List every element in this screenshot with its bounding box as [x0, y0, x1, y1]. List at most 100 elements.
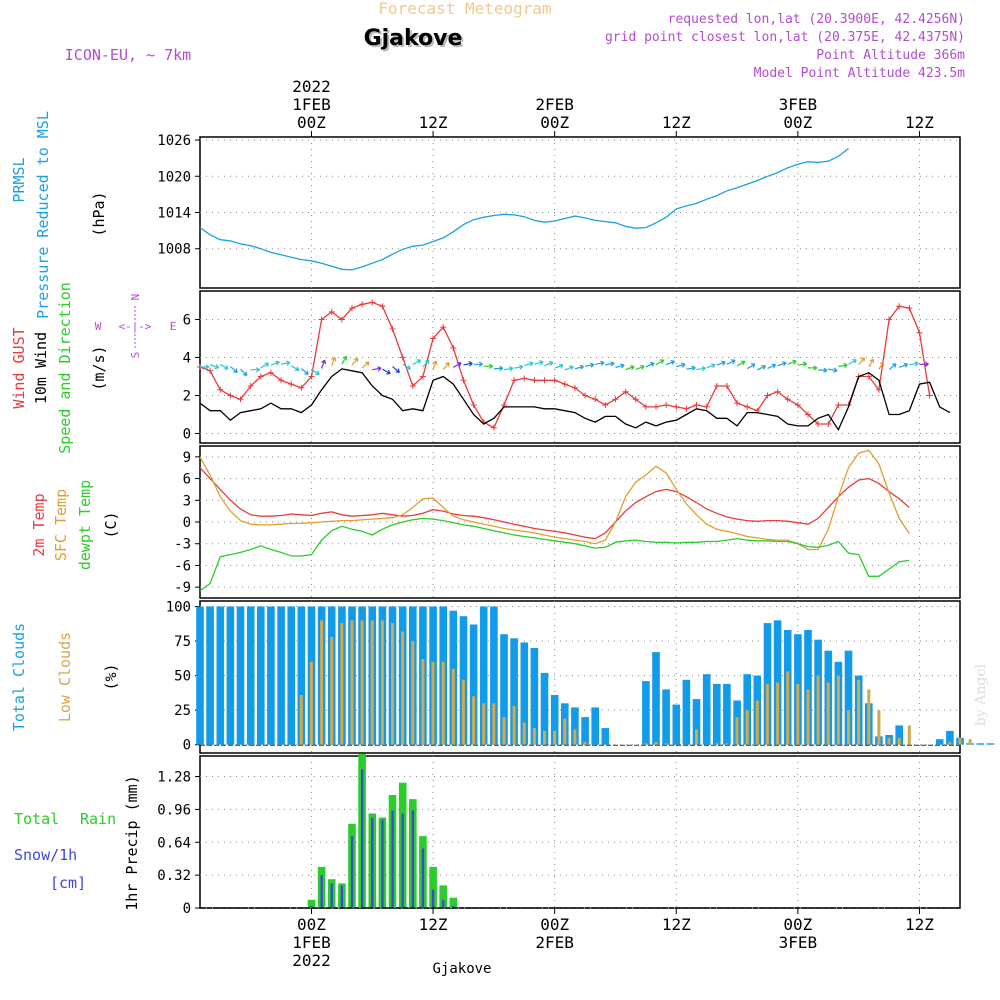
wind-direction-arrow [361, 361, 370, 369]
wind-direction-arrow [200, 364, 210, 370]
wind-direction-arrow [686, 365, 696, 371]
gust-marker [430, 335, 437, 342]
wind-direction-arrow [402, 363, 412, 370]
cloud-low-bar [563, 718, 567, 745]
gust-marker [794, 402, 801, 408]
temperature-ytick-label: 6 [183, 472, 191, 488]
cloud-low-bar [897, 737, 901, 745]
top-hour-label: 12Z [419, 113, 448, 132]
wind-direction-arrow [290, 365, 300, 372]
pressure-ytick-label: 1014 [157, 206, 191, 222]
wind-direction-arrow [797, 361, 808, 367]
gust-marker [764, 392, 771, 399]
precipitation-ytick-label: 0.96 [157, 802, 191, 818]
wind-direction-arrow [209, 364, 220, 370]
cloud-low-bar [948, 741, 952, 745]
gust-marker [592, 396, 599, 403]
gust-marker [835, 402, 842, 408]
cloud-low-bar [360, 620, 364, 745]
gust-marker [409, 383, 416, 389]
cloud-low-bar [532, 728, 536, 745]
precip-snow-bar [310, 905, 313, 908]
gust-marker [207, 367, 214, 374]
cloud-low-bar [776, 682, 780, 745]
precip-snow-bar [340, 885, 343, 908]
wind-direction-arrow [493, 365, 504, 371]
precipitation-panel: 0 0.32 0.64 0.96 1.28 [157, 753, 961, 917]
bottom-hour-label: 12Z [419, 915, 448, 934]
gust-marker [338, 316, 345, 323]
gust-marker [298, 384, 305, 391]
wind-direction-arrow [615, 363, 625, 369]
cloud-low-bar [461, 679, 465, 745]
wind-direction-arrow [635, 364, 645, 370]
bottom-hour-label: 00Z [783, 915, 812, 934]
wind-direction-arrow [757, 364, 767, 371]
cloud-low-bar [553, 730, 557, 745]
wind-direction-arrow [665, 359, 676, 365]
precip-snow-bar [391, 810, 394, 908]
wind-direction-arrow [726, 359, 736, 365]
cloud-low-bar [330, 636, 334, 745]
gust-marker [784, 396, 791, 403]
cloud-low-bar [755, 700, 759, 745]
gust-marker [663, 402, 670, 408]
wind-direction-arrow [463, 361, 473, 367]
gust-marker [632, 396, 639, 403]
gust-marker [916, 329, 923, 336]
location-title-shadow: Gjakove [366, 28, 465, 53]
gust-marker [815, 421, 822, 427]
cloud-low-bar [492, 703, 496, 745]
bottom-hour-label: 12Z [662, 915, 691, 934]
cloud-total-bar [581, 717, 589, 745]
precip-rain-bar [429, 866, 437, 908]
cloud-low-bar [583, 741, 587, 745]
gust-marker [267, 369, 274, 376]
location-title: Gjakove [364, 26, 463, 51]
gust-marker [571, 384, 578, 391]
clouds-panel: 0 25 50 75 100 [166, 600, 995, 754]
gust-marker [531, 377, 538, 384]
cloud-low-bar [725, 743, 729, 745]
cloud-total-bar [895, 725, 903, 745]
precip-rain-bar [449, 897, 458, 908]
temp-label-dewpt: dewpt Temp [76, 480, 94, 570]
gust-marker [349, 305, 355, 312]
clouds-ytick-label: 25 [174, 703, 191, 719]
cloud-label-low: Low Clouds [56, 632, 74, 722]
cloud-low-bar [826, 682, 830, 745]
gust-marker [896, 303, 903, 310]
cloud-total-bar [591, 707, 599, 745]
cloud-total-bar [723, 683, 731, 745]
wind-direction-arrow [898, 362, 909, 368]
clouds-ytick-label: 0 [183, 738, 191, 754]
wind-direction-arrow [736, 360, 746, 367]
wind-direction-arrow [412, 359, 422, 366]
wind-direction-arrow [230, 366, 238, 373]
cloud-total-bar [935, 739, 944, 745]
cloud-low-bar [573, 729, 577, 745]
gust-marker [328, 308, 335, 315]
wind-direction-arrow [453, 362, 462, 368]
wind-direction-arrow [605, 361, 615, 367]
temperature-panel: -9 -6 -3 0 3 6 9 [174, 445, 961, 599]
cloud-low-bar [968, 739, 972, 745]
wind-label-gust: Wind GUST [10, 327, 28, 408]
cloud-total-bar [206, 606, 214, 745]
top-hour-label: 00Z [783, 113, 812, 132]
cloud-total-bar [763, 623, 772, 745]
gust-marker [369, 299, 376, 306]
gust-marker [582, 392, 589, 399]
precip-snow-bar [431, 889, 435, 908]
cloud-total-bar [530, 648, 539, 745]
wind-direction-arrow [909, 361, 919, 367]
gust-marker [460, 377, 467, 384]
cloud-low-bar [472, 696, 476, 745]
wind-direction-arrow [625, 365, 635, 371]
precip-snow-bar [452, 905, 455, 908]
gust-marker [490, 424, 497, 431]
compass-e: E [170, 320, 177, 333]
clouds-ytick-label: 75 [174, 634, 191, 650]
top-year-label: 2022 [292, 77, 331, 96]
